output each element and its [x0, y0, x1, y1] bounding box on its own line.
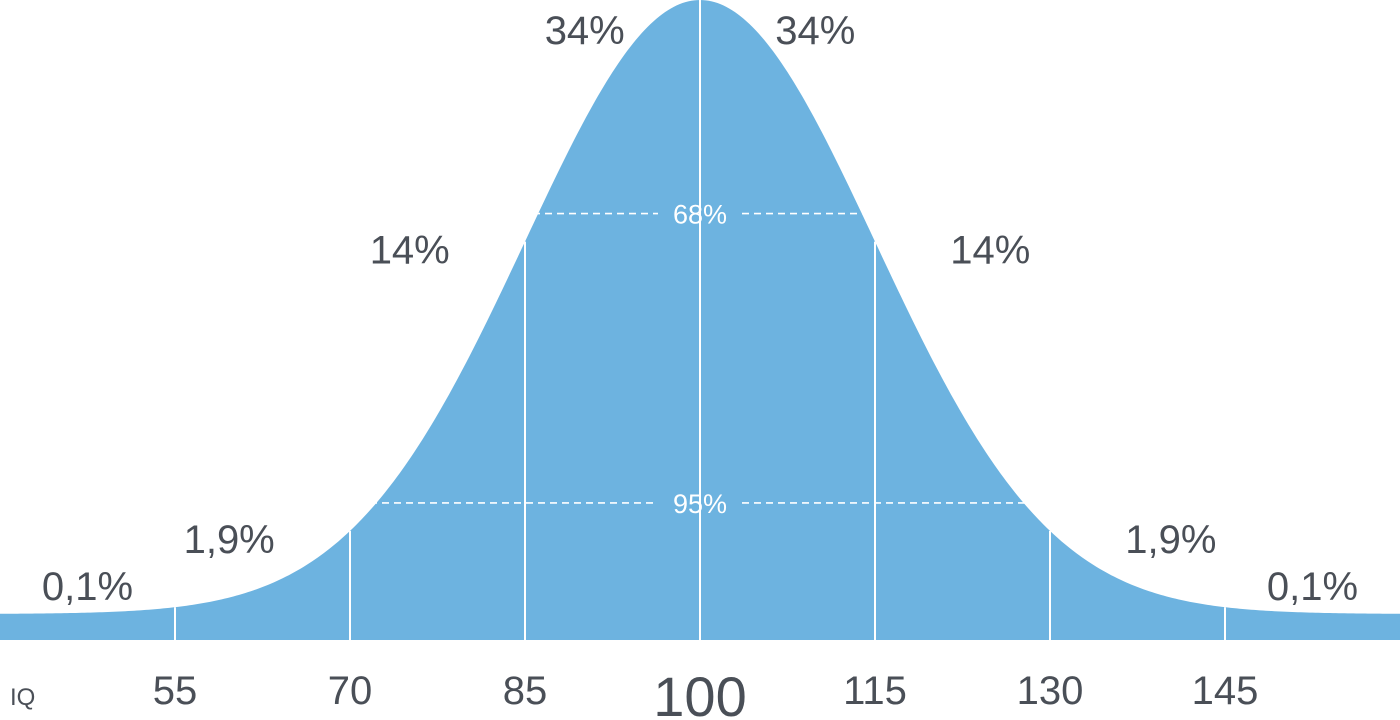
x-tick-label: 70 [328, 669, 373, 713]
interval-label: 68% [673, 200, 727, 230]
x-axis-label: IQ [10, 684, 35, 711]
segment-label: 14% [950, 229, 1030, 273]
x-axis-ticks: 55 70 85 100 115 130 145 [153, 665, 1259, 720]
sd-dividers [174, 0, 1226, 640]
segment-label: 14% [370, 229, 450, 273]
segment-label: 34% [545, 9, 625, 53]
x-tick-label: 145 [1192, 669, 1259, 713]
x-tick-label: 115 [843, 669, 907, 713]
segment-labels: 0,1% 1,9% 14% 34% 34% 14% 1,9% 0,1% [42, 9, 1358, 609]
x-tick-label: 85 [503, 669, 548, 713]
x-tick-label: 100 [653, 665, 746, 720]
x-tick-label: 130 [1017, 669, 1084, 713]
interval-markers: 68% 95% [358, 200, 1042, 519]
segment-label: 1,9% [1125, 518, 1216, 562]
segment-label: 34% [775, 9, 855, 53]
segment-label: 1,9% [184, 518, 275, 562]
segment-label: 0,1% [42, 565, 133, 609]
interval-label: 95% [673, 489, 727, 519]
x-tick-label: 55 [153, 669, 198, 713]
segment-label: 0,1% [1267, 565, 1358, 609]
